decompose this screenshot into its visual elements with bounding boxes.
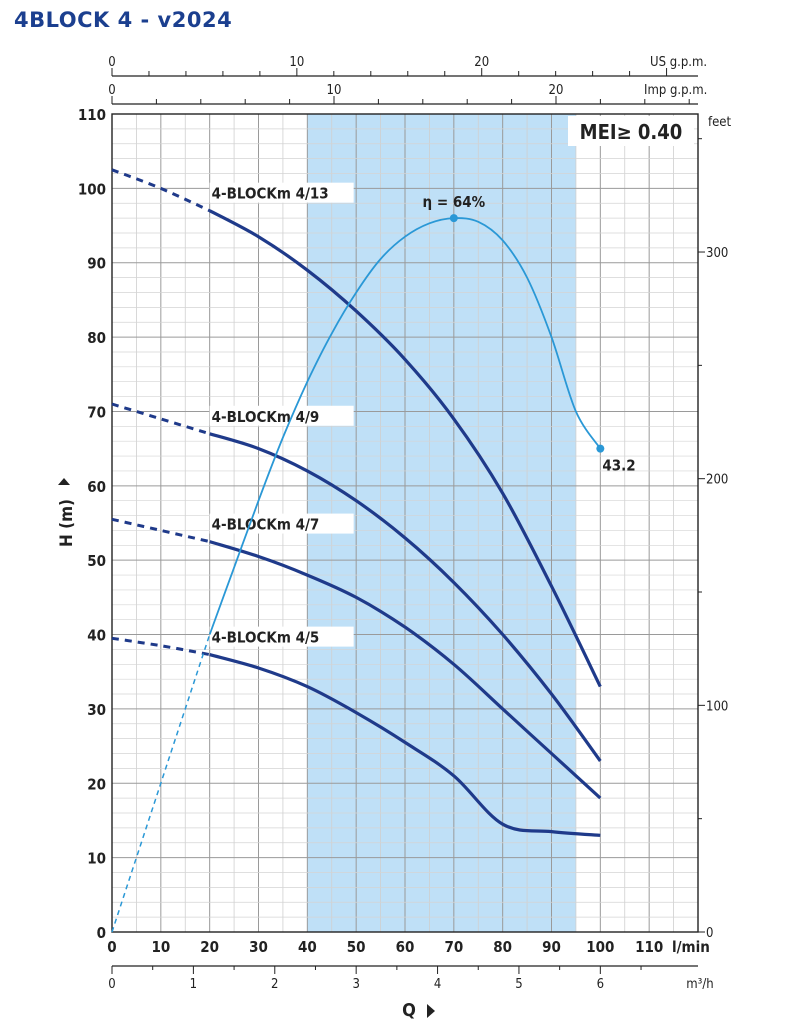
m3h-tick-label: 0 <box>108 977 115 992</box>
m3h-tick-label: 6 <box>597 977 604 992</box>
series-label: 4-BLOCKm 4/7 <box>212 516 320 534</box>
feet-tick-label: 200 <box>706 473 728 488</box>
series-label: 4-BLOCKm 4/9 <box>212 408 320 426</box>
x-tick-label: 80 <box>493 938 512 956</box>
page-title: 4BLOCK 4 - v2024 <box>14 8 233 32</box>
y-axis-arrow-icon <box>58 478 70 485</box>
efficiency-dashed-line <box>111 634 211 933</box>
efficiency-curve-group: η = 64% 43.2 <box>111 193 636 933</box>
series-dashed-line <box>111 168 211 213</box>
y-tick-label: 50 <box>87 552 106 570</box>
y-tick-label: 30 <box>87 701 106 719</box>
efficiency-end-label: 43.2 <box>602 457 635 475</box>
m3h-tick-label: 3 <box>352 977 359 992</box>
imp-tick-label: 10 <box>327 83 342 98</box>
series-label: 4-BLOCKm 4/13 <box>212 185 329 203</box>
feet-unit-label: feet <box>708 115 732 130</box>
m3h-tick-label: 1 <box>190 977 197 992</box>
x-axis-label: Q <box>402 1000 416 1021</box>
series-line <box>208 209 602 688</box>
m3h-tick-label: 2 <box>271 977 278 992</box>
x-tick-label: 60 <box>396 938 415 956</box>
labels: MEI≥ 0.40 <box>568 116 694 146</box>
x-tick-label: 30 <box>249 938 268 956</box>
efficiency-line <box>208 217 602 635</box>
efficiency-peak-label: η = 64% <box>423 193 486 211</box>
x-tick-label: 0 <box>107 938 116 956</box>
x-tick-label: 40 <box>298 938 317 956</box>
series-label-bg <box>209 405 354 426</box>
series-line <box>209 653 601 837</box>
series-label-bg <box>209 182 354 203</box>
y-tick-label: 70 <box>87 403 106 421</box>
series-label: 4-BLOCKm 4/5 <box>212 629 320 647</box>
y-axis-label: H (m) <box>57 499 77 547</box>
m3h-tick-label: 4 <box>434 977 441 992</box>
x-unit-label: l/min <box>672 938 710 956</box>
series-line <box>209 432 602 762</box>
us-unit-label: US g.p.m. <box>650 55 707 70</box>
y-tick-label: 80 <box>87 329 106 347</box>
efficiency-peak-point <box>449 214 458 223</box>
feet-tick-label: 100 <box>706 699 728 714</box>
mei-label: MEI≥ 0.40 <box>580 120 683 144</box>
feet-tick-label: 300 <box>706 246 728 261</box>
axes: 0 10 20 30 40 50 60 70 80 90 100 110 l/min0102030405… <box>57 55 732 1021</box>
x-tick-label: 20 <box>200 938 219 956</box>
series-label-bg <box>209 626 354 647</box>
x-axis-arrow-icon <box>427 1004 435 1018</box>
feet-tick-label: 0 <box>706 926 713 941</box>
y-tick-label: 20 <box>87 775 106 793</box>
x-tick-label: 90 <box>542 938 561 956</box>
y-tick-label: 40 <box>87 627 106 645</box>
y-tick-label: 60 <box>87 478 106 496</box>
y-tick-label: 10 <box>87 850 106 868</box>
x-tick-label: 70 <box>444 938 463 956</box>
us-tick-label: 10 <box>289 55 304 70</box>
x-tick-label: 50 <box>347 938 366 956</box>
plot-frame <box>111 113 699 933</box>
y-tick-label: 110 <box>78 106 106 124</box>
y-tick-label: 0 <box>97 924 106 942</box>
imp-unit-label: Imp g.p.m. <box>644 83 707 98</box>
series-group: 4-BLOCKm 4/13 4-BLOCKm 4/9 4-BLOCKm 4/7 4-B… <box>111 168 602 837</box>
efficiency-end-point <box>596 444 605 453</box>
m3h-tick-label: 5 <box>515 977 522 992</box>
series-line <box>209 540 602 800</box>
imp-tick-label: 0 <box>108 83 115 98</box>
y-tick-label: 90 <box>87 255 106 273</box>
us-tick-label: 20 <box>474 55 489 70</box>
imp-tick-label: 20 <box>549 83 564 98</box>
m3h-unit-label: m³/h <box>686 977 713 992</box>
x-tick-label: 100 <box>586 938 614 956</box>
x-tick-label: 110 <box>635 938 663 956</box>
x-tick-label: 10 <box>151 938 170 956</box>
series-label-bg <box>209 513 354 534</box>
us-tick-label: 0 <box>108 55 115 70</box>
y-tick-label: 100 <box>78 180 106 198</box>
mei-box <box>568 116 694 146</box>
